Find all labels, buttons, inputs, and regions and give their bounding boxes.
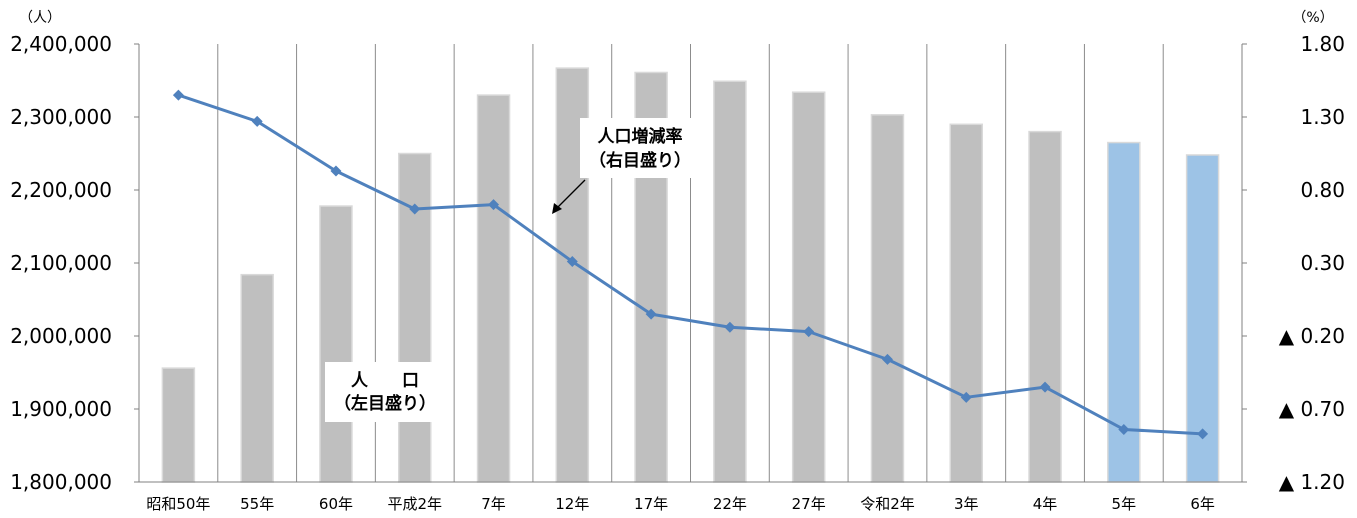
x-axis-tick-label: 17年 [634, 495, 668, 513]
left-axis-tick-label: 2,300,000 [10, 105, 112, 129]
rate-line [177, 93, 1203, 436]
rate-point [645, 308, 657, 320]
population-annotation-scale: （左目盛り） [334, 393, 436, 414]
rate-point [1118, 423, 1130, 435]
rate-point [409, 203, 421, 215]
left-axis-unit: （人） [19, 10, 61, 26]
x-axis-tick-label: 令和2年 [860, 495, 915, 513]
population-bar [1028, 130, 1062, 483]
rate-annotation-title: 人口増減率 [598, 126, 683, 147]
population-annotation-box [325, 362, 445, 422]
population-bar [161, 367, 196, 483]
rate-point [488, 199, 500, 211]
rate-line-series [172, 89, 1209, 440]
x-axis-tick-label: 平成2年 [387, 495, 442, 513]
population-bar [476, 94, 511, 483]
x-axis-tick-label: 55年 [240, 495, 274, 513]
right-axis-tick-label: 1.30 [1300, 105, 1345, 129]
rate-annotation: 人口増減率 （右目盛り） [552, 118, 700, 214]
rate-annotation-arrow [555, 179, 586, 210]
rate-point [1197, 428, 1209, 440]
left-axis-tick-label: 1,900,000 [10, 397, 112, 421]
x-axis-tick-label: 昭和50年 [146, 495, 210, 513]
population-annotation: 人 口 （左目盛り） [325, 362, 445, 422]
left-axis-tick-label: 2,200,000 [10, 178, 112, 202]
right-axis-tick-label: ▲ 0.20 [1279, 324, 1345, 348]
x-axis-tick-label: 3年 [954, 495, 979, 513]
right-axis-tick-label: 0.30 [1300, 251, 1345, 275]
left-axis-tick-label: 1,800,000 [10, 470, 112, 494]
rate-annotation-scale: （右目盛り） [589, 150, 691, 171]
rate-point [251, 115, 263, 127]
right-axis-tick-label: 0.80 [1300, 178, 1345, 202]
x-axis-tick-label: 60年 [319, 495, 353, 513]
population-bar [319, 205, 353, 483]
population-bar [791, 91, 826, 483]
x-axis-tick-label: 5年 [1112, 495, 1137, 513]
right-axis-tick-label: 1.80 [1300, 32, 1345, 56]
rate-point [1039, 381, 1051, 393]
x-axis-tick-label: 27年 [792, 495, 826, 513]
population-bar [713, 80, 747, 483]
rate-point [803, 326, 815, 338]
population-bar [240, 273, 274, 483]
population-bar [870, 114, 905, 483]
left-axis-tick-label: 2,400,000 [10, 32, 112, 56]
rate-point [960, 391, 972, 403]
population-bar [949, 123, 983, 483]
x-axis-tick-label: 4年 [1033, 495, 1058, 513]
right-axis-tick-label: ▲ 0.70 [1279, 397, 1345, 421]
right-axis-tick-label: ▲ 1.20 [1279, 470, 1345, 494]
x-axis-tick-label: 12年 [555, 495, 589, 513]
grid-lines [217, 44, 1164, 482]
rate-point [330, 165, 342, 177]
population-bar [1185, 154, 1220, 483]
right-axis-unit: （%） [1292, 10, 1333, 26]
x-axis-tick-label: 6年 [1190, 495, 1215, 513]
left-axis-tick-label: 2,100,000 [10, 251, 112, 275]
axes: 1,800,000 1,900,000 2,000,000 2,100,000 2,20… [10, 32, 1345, 513]
rate-point [724, 321, 736, 333]
population-annotation-title: 人 口 [351, 371, 419, 391]
left-axis-tick-label: 2,000,000 [10, 324, 112, 348]
rate-annotation-box [580, 118, 700, 178]
x-axis-tick-label: 7年 [481, 495, 506, 513]
rate-point [566, 256, 578, 268]
rate-annotation-arrowhead [552, 203, 562, 214]
population-bars [161, 67, 1220, 483]
rate-point [881, 353, 893, 365]
rate-point [172, 89, 184, 101]
x-axis-tick-label: 22年 [713, 495, 747, 513]
